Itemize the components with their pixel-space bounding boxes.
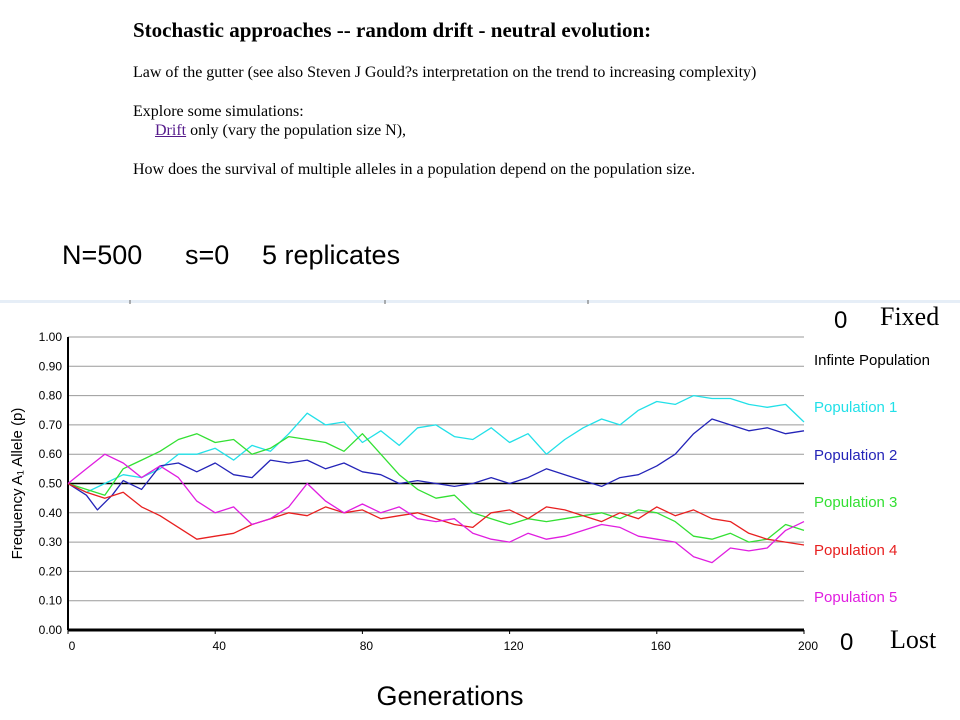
y-tick-label: 0.70 <box>39 418 63 432</box>
explore-intro-text: Explore some simulations: <box>133 103 304 120</box>
selection-label: s=0 <box>185 240 230 270</box>
y-tick-label: 0.30 <box>39 535 63 549</box>
section-divider <box>0 300 960 303</box>
drift-line: Drift only (vary the population size N), <box>133 121 833 140</box>
legend-entry: Population 4 <box>814 542 897 559</box>
y-tick-label: 0.00 <box>39 623 63 637</box>
survival-question-text: How does the survival of multiple allele… <box>133 161 696 178</box>
y-tick-label: 0.80 <box>39 389 63 403</box>
y-tick-label: 0.90 <box>39 359 63 373</box>
series-line-population-2 <box>67 418 805 511</box>
legend-entry: Infinte Population <box>814 352 930 369</box>
x-tick-label: 120 <box>504 639 524 653</box>
y-tick-label: 0.20 <box>39 564 63 578</box>
x-tick-label: 0 <box>69 639 76 653</box>
y-tick-label: 0.10 <box>39 594 63 608</box>
x-axis-title: Generations <box>376 681 523 711</box>
series-line-population-4 <box>67 482 805 546</box>
x-tick-label: 200 <box>798 639 818 653</box>
fixed-label: Fixed <box>880 302 939 331</box>
lost-count: 0 <box>840 629 853 656</box>
y-tick-label: 1.00 <box>39 330 63 344</box>
legend-entry: Population 5 <box>814 589 897 606</box>
law-of-gutter-text: Law of the gutter (see also Steven J Gou… <box>133 64 757 81</box>
y-tick-label: 0.60 <box>39 447 63 461</box>
lost-label: Lost <box>890 625 937 654</box>
replicates-label: 5 replicates <box>262 240 401 270</box>
legend-entry: Population 1 <box>814 399 897 416</box>
series-line-population-5 <box>67 453 805 564</box>
series-line-population-3 <box>67 433 805 543</box>
series-line-population-1 <box>67 394 805 493</box>
document-text: Stochastic approaches -- random drift - … <box>133 18 833 179</box>
drift-link[interactable]: Drift <box>155 122 187 139</box>
y-tick-label: 0.50 <box>39 477 63 491</box>
legend-entry: Population 3 <box>814 494 897 511</box>
y-tick-label: 0.40 <box>39 506 63 520</box>
fixed-count: 0 <box>834 307 847 334</box>
drift-chart: 0.00 0.10 0.20 0.30 0.40 0.50 0.60 0.70 0.80 0.90… <box>9 300 939 711</box>
drift-line-text: only (vary the population size N), <box>186 122 407 139</box>
page-heading: Stochastic approaches -- random drift - … <box>133 18 652 42</box>
x-tick-label: 40 <box>213 639 227 653</box>
x-tick-label: 160 <box>651 639 671 653</box>
population-size-label: N=500 <box>62 240 143 270</box>
x-tick-label: 80 <box>360 639 374 653</box>
y-axis-title: Frequency A₁ Allele (p) <box>9 408 26 560</box>
legend-entry: Population 2 <box>814 447 897 464</box>
